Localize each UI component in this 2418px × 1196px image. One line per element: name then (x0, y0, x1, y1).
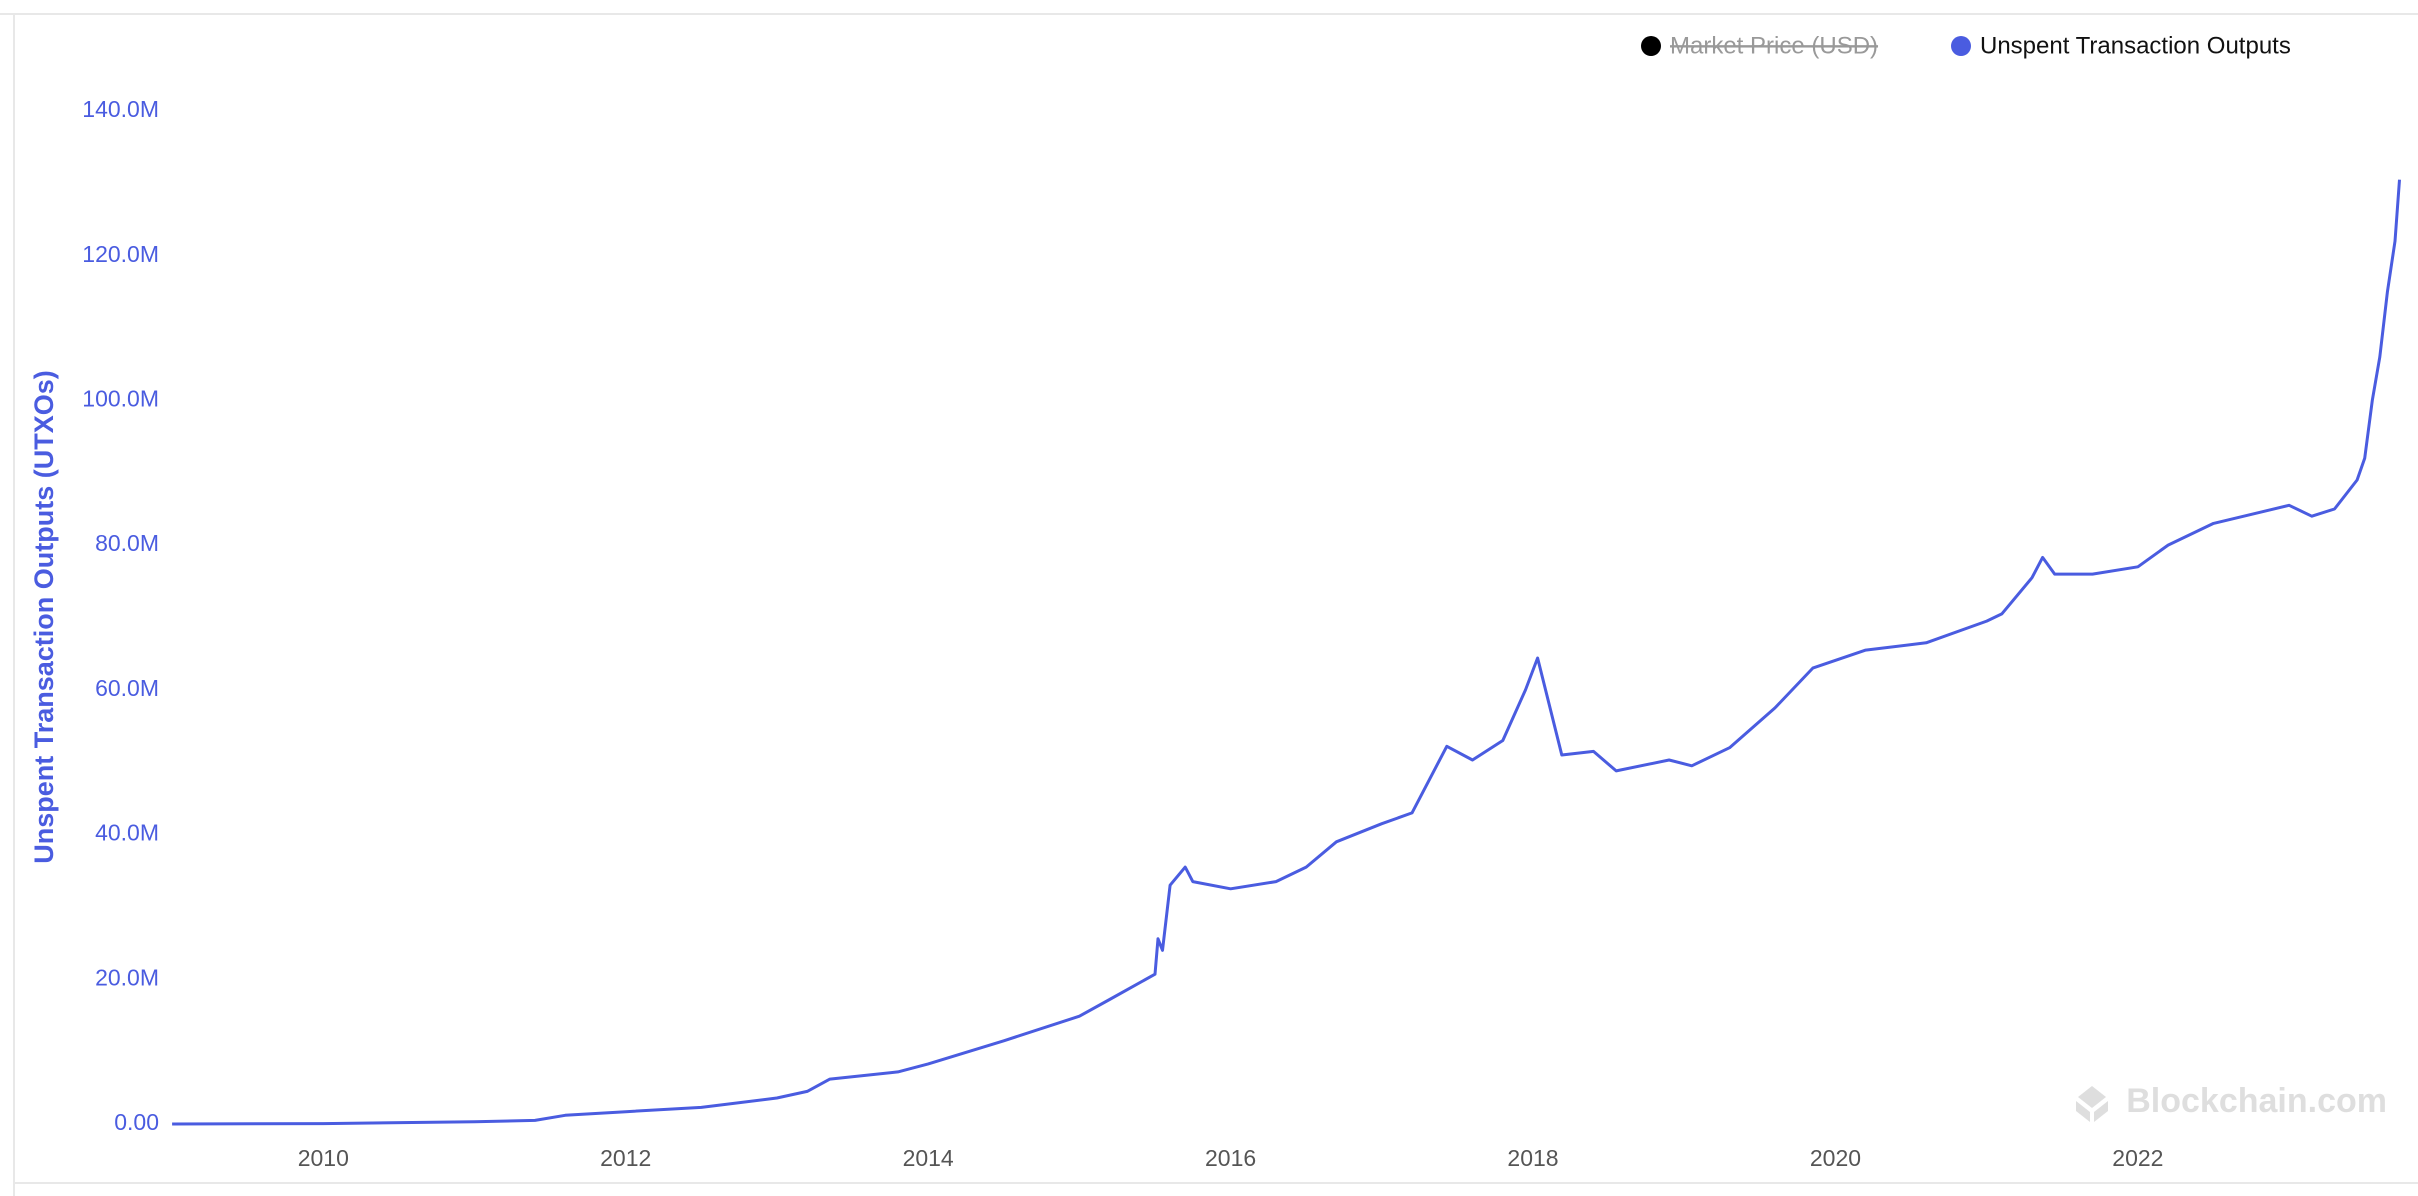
x-tick-label: 2014 (903, 1145, 954, 1171)
x-tick-label: 2020 (1810, 1145, 1861, 1171)
y-tick-label: 0.00 (114, 1109, 159, 1135)
y-tick-label: 20.0M (95, 964, 159, 990)
watermark-logo (2076, 1086, 2108, 1122)
legend-label[interactable]: Market Price (USD) (1670, 32, 1878, 59)
x-tick-label: 2022 (2112, 1145, 2163, 1171)
y-tick-label: 40.0M (95, 820, 159, 846)
y-axis-title: Unspent Transaction Outputs (UTXOs) (29, 370, 59, 864)
y-tick-label: 60.0M (95, 675, 159, 701)
x-tick-label: 2016 (1205, 1145, 1256, 1171)
y-tick-label: 140.0M (82, 96, 159, 122)
legend-marker (1641, 36, 1661, 56)
legend-marker (1951, 36, 1971, 56)
y-tick-label: 100.0M (82, 386, 159, 412)
y-tick-label: 120.0M (82, 241, 159, 267)
data-line (172, 179, 2401, 1126)
x-tick-label: 2012 (600, 1145, 651, 1171)
x-tick-label: 2010 (298, 1145, 349, 1171)
x-tick-label: 2018 (1507, 1145, 1558, 1171)
legend-label[interactable]: Unspent Transaction Outputs (1980, 32, 2291, 59)
y-tick-label: 80.0M (95, 530, 159, 556)
watermark: Blockchain.com (2126, 1082, 2387, 1120)
